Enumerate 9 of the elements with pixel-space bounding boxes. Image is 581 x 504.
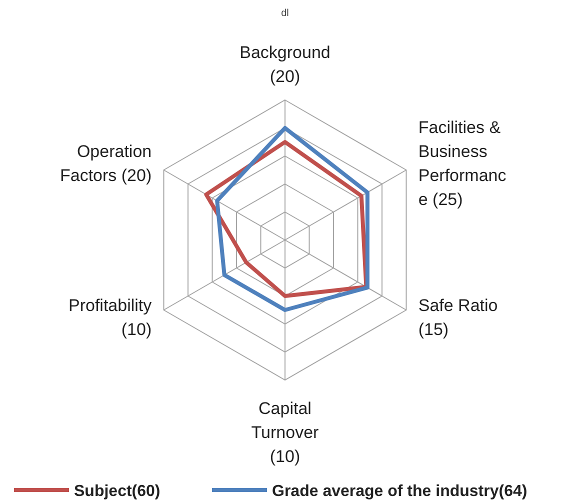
- spoke-label: Facilities & Business Performanc e (25): [418, 118, 507, 209]
- spoke-label: Safe Ratio (15): [418, 296, 498, 339]
- spoke-label: Profitability (10): [68, 296, 152, 339]
- spoke-label: Operation Factors (20): [60, 142, 152, 185]
- spoke-label: Background (20): [240, 43, 330, 86]
- text: dl: [281, 8, 289, 19]
- spoke-label: Capital Turnover (10): [251, 399, 320, 466]
- legend-label: Grade average of the industry(64): [272, 483, 528, 500]
- legend-label: Subject(60): [74, 483, 160, 500]
